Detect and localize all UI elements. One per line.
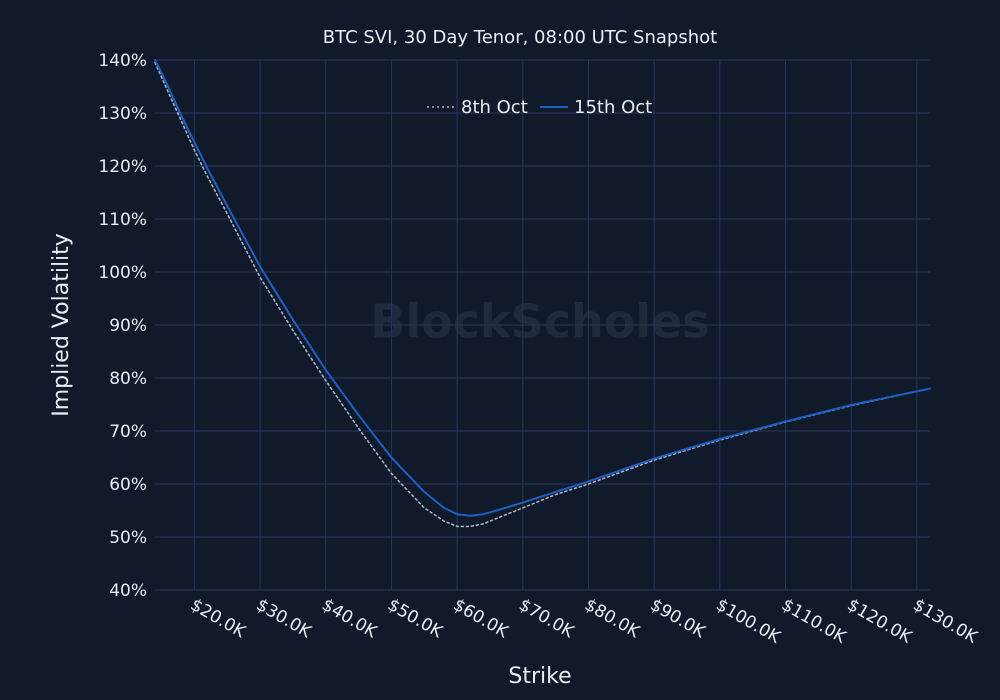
series-line-15th-oct[interactable] <box>154 59 931 517</box>
grid <box>155 59 930 591</box>
y-tick-label: 120% <box>98 157 147 177</box>
y-tick-label: 50% <box>109 528 147 548</box>
y-tick-label: 60% <box>109 475 147 495</box>
watermark: BlockScholes <box>370 295 709 349</box>
y-tick-label: 130% <box>98 104 147 124</box>
y-tick-label: 110% <box>98 210 147 230</box>
legend: 8th Oct 15th Oct <box>427 97 652 118</box>
y-tick-label: 70% <box>109 422 147 442</box>
series-line-8th-oct[interactable] <box>154 61 931 528</box>
y-tick-label: 90% <box>109 316 147 336</box>
y-axis-title: Implied Volatility <box>49 233 74 417</box>
legend-label-8th-oct[interactable]: 8th Oct <box>461 97 528 118</box>
y-tick-label: 80% <box>109 369 147 389</box>
x-axis-title: Strike <box>508 664 571 689</box>
chart-title: BTC SVI, 30 Day Tenor, 08:00 UTC Snapsho… <box>323 27 717 48</box>
y-tick-label: 40% <box>109 581 147 601</box>
y-tick-label: 140% <box>98 51 147 71</box>
legend-label-15th-oct[interactable]: 15th Oct <box>574 97 652 118</box>
y-tick-labels: 40% 50% 60% 70% 80% 90% 100% 110% 120% 130% 140% <box>98 51 147 601</box>
y-tick-label: 100% <box>98 263 147 283</box>
series-lines <box>154 59 931 528</box>
